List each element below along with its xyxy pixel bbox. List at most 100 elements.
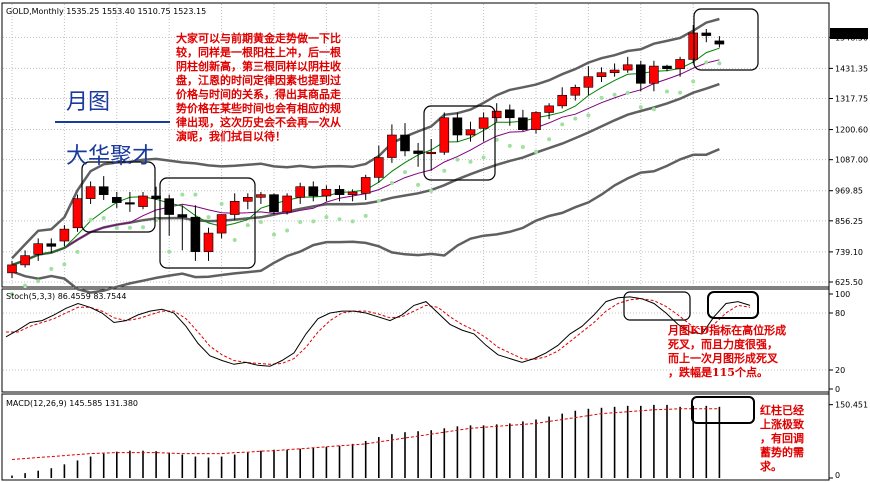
title-cn: 月图: [66, 90, 111, 115]
sar-dot: [167, 249, 172, 254]
sar-dot: [429, 188, 434, 193]
sar-dot: [245, 223, 250, 228]
stoch-header: Stoch(5,3,3) 86.4559 83.7544: [6, 292, 126, 301]
stoch-box-2: [707, 291, 759, 319]
candlesticks: [7, 25, 725, 279]
main-header: GOLD,Monthly 1535.25 1553.40 1510.75 152…: [6, 7, 206, 16]
sar-dot: [651, 107, 656, 112]
kd-note-line: 而上一次月图形成死叉: [668, 352, 778, 365]
sar-dot: [468, 159, 473, 164]
sar-dot: [311, 219, 316, 224]
sar-dot: [62, 262, 67, 267]
macd-note-line: 红柱已经: [760, 404, 804, 417]
sar-dot: [717, 61, 722, 66]
stoch-signal-line: [6, 298, 751, 365]
candle-body: [662, 65, 672, 70]
candle-body: [334, 189, 345, 195]
kd-note-line: 死叉，而且力度很强，: [668, 338, 778, 351]
sar-dot: [350, 219, 355, 224]
kd-note-line: ，跌幅是115个点。: [668, 366, 768, 379]
sar-dot: [678, 90, 683, 95]
candle-body: [347, 191, 358, 195]
sar-dot: [481, 155, 486, 160]
sar-dot: [534, 149, 538, 154]
candle-body: [373, 157, 384, 178]
main-note-line: 盘，江恩的时间定律因素也提到过: [176, 74, 341, 87]
sar-dot: [180, 192, 185, 197]
sar-dot: [691, 79, 696, 84]
price-tick-label: 1087.00: [835, 156, 868, 165]
candle-body: [531, 112, 541, 131]
sar-dot: [638, 105, 643, 110]
candle-body: [190, 216, 201, 252]
main-note-line: 大家可以与前期黄金走势做一下比: [176, 32, 341, 45]
price-tick-label: 969.85: [835, 187, 863, 196]
candle-body: [151, 195, 161, 199]
candle-body: [282, 195, 292, 213]
candle-body: [609, 69, 620, 74]
parabolic-sar: [10, 60, 722, 297]
sar-dot: [10, 292, 14, 297]
sar-dot: [586, 113, 591, 118]
candle-body: [98, 186, 109, 195]
candle-body: [72, 198, 83, 229]
candle-body: [491, 110, 502, 119]
sar-dot: [298, 219, 303, 224]
candle-body: [216, 214, 227, 234]
price-tick-label: 1431.35: [835, 64, 868, 73]
price-tick-label: 856.25: [835, 217, 863, 226]
candle-body: [688, 32, 699, 60]
macd-note-line: ，有回调: [760, 432, 804, 445]
candle-body: [308, 186, 319, 197]
price-ticks: 1548.501431.351317.751200.601087.00969.8…: [829, 33, 868, 287]
sar-dot: [101, 215, 106, 220]
candle-body: [20, 255, 30, 266]
candle-body: [635, 64, 646, 84]
sar-dot: [141, 225, 145, 230]
candle-body: [177, 214, 188, 218]
candle-body: [557, 94, 568, 107]
stoch-tick-label: 100: [835, 290, 850, 299]
candle-body: [649, 65, 659, 84]
candle-body: [164, 198, 174, 215]
macd-note: 红柱已经 上涨极致 ，有回调 蓄势的需 求。: [760, 404, 804, 474]
sar-dot: [88, 217, 93, 222]
kd-note: 月图KD指标在高位形成 死叉，而且力度很强， 而上一次月图形成死叉 ，跌幅是11…: [668, 324, 786, 380]
highlight-box-1: [81, 161, 156, 233]
sar-dot: [127, 225, 132, 230]
candle-body: [59, 228, 70, 242]
sar-dot: [193, 192, 198, 197]
sar-dot: [573, 116, 578, 121]
macd-header: MACD(12,26,9) 145.585 131.380: [6, 399, 138, 408]
sar-dot: [75, 249, 80, 254]
main-note-line: 势价格在某些时间也会有相应的规: [176, 102, 341, 115]
candle-body: [387, 134, 397, 158]
sar-dot: [258, 219, 263, 224]
sar-dot: [455, 157, 460, 162]
macd-tick-label: 150.451: [835, 401, 868, 410]
candle-body: [701, 32, 712, 36]
candle-body: [570, 86, 581, 96]
sar-dot: [547, 137, 552, 142]
highlight-box-4: [693, 8, 759, 71]
sar-dot: [23, 283, 28, 288]
candle-body: [544, 105, 554, 113]
sar-dot: [272, 232, 276, 237]
macd-box: [691, 396, 755, 424]
candle-body: [33, 243, 44, 255]
sar-dot: [494, 137, 499, 142]
macd-note-line: 求。: [760, 460, 782, 473]
candle-body: [675, 59, 685, 70]
sar-dot: [625, 90, 630, 95]
sar-dot: [285, 228, 290, 233]
candle-body: [478, 117, 489, 129]
current-price-box: [830, 28, 868, 39]
stoch-tick-label: 0: [835, 385, 840, 394]
highlight-box-3: [423, 105, 496, 181]
sar-dot: [114, 226, 119, 231]
sar-dot: [389, 180, 394, 185]
brand-cn: 大华聚才: [66, 144, 155, 169]
main-note: 大家可以与前期黄金走势做一下比 较，同样是一根阳柱上冲，后一根 阴柱创新高，第三…: [176, 32, 341, 144]
